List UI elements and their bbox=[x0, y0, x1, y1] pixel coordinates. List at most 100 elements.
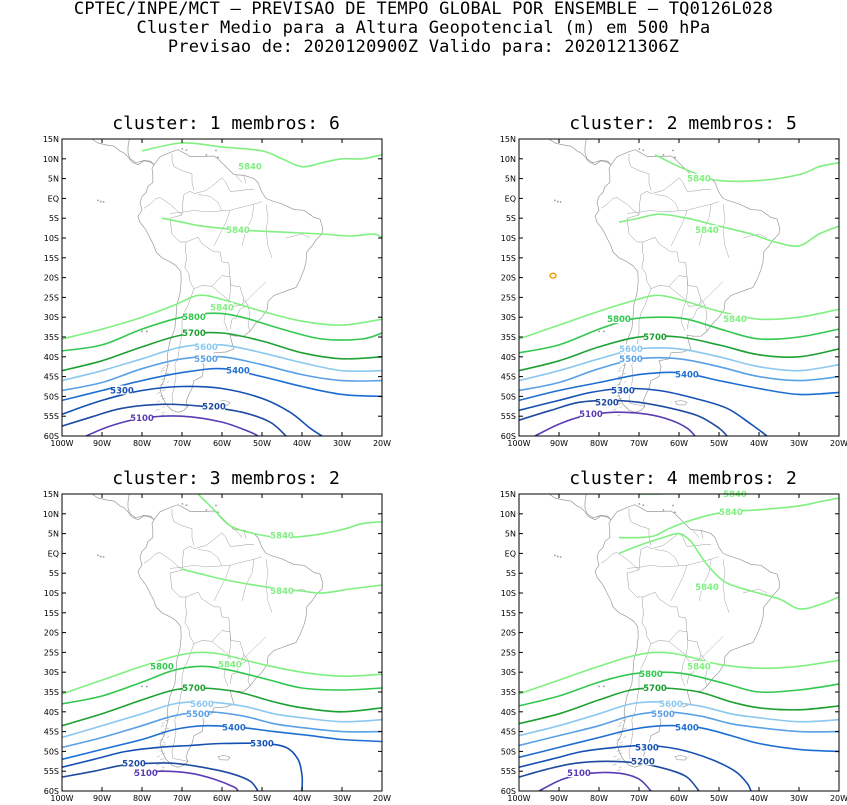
island bbox=[99, 555, 102, 558]
lat-tick-label: 40S bbox=[44, 708, 59, 717]
country-border bbox=[184, 241, 231, 290]
lat-tick-label: 55S bbox=[44, 767, 59, 776]
country-border bbox=[235, 530, 243, 538]
river bbox=[654, 194, 680, 212]
country-border bbox=[169, 177, 223, 219]
contour-label-gap bbox=[612, 385, 634, 395]
country-border bbox=[171, 643, 195, 762]
contour-label-gap bbox=[644, 683, 666, 693]
lon-tick-label: 90W bbox=[550, 794, 568, 803]
country-border bbox=[247, 660, 251, 687]
country-border bbox=[600, 197, 618, 209]
lat-tick-label: 25S bbox=[44, 648, 59, 657]
river bbox=[680, 277, 689, 332]
contour-5300 bbox=[62, 385, 323, 436]
map-geography bbox=[91, 494, 324, 772]
lat-tick-label: 50S bbox=[44, 392, 59, 401]
island bbox=[559, 556, 562, 558]
contour-label-gap bbox=[135, 768, 157, 778]
lat-tick-label: 5N bbox=[505, 530, 516, 539]
lat-tick-label: 10N bbox=[500, 510, 516, 519]
south-america-coastline bbox=[137, 149, 324, 413]
contour-label-gap bbox=[688, 661, 710, 671]
contour-label-gap bbox=[724, 314, 746, 324]
contour-labels: 5840584058405800570056005500540053005200… bbox=[579, 173, 747, 420]
contour-label-5200: 5200 bbox=[202, 402, 226, 412]
contour-5800 bbox=[519, 671, 839, 707]
contour-label-gap bbox=[688, 173, 710, 183]
island bbox=[215, 504, 217, 507]
falklands-coastline bbox=[217, 755, 231, 761]
contour-label-5700: 5700 bbox=[643, 333, 667, 343]
island bbox=[662, 508, 665, 511]
contour-label-5100: 5100 bbox=[579, 410, 603, 420]
contour-label-gap bbox=[195, 353, 217, 363]
river bbox=[241, 204, 255, 246]
lat-tick-label: 30S bbox=[44, 668, 59, 677]
country-border bbox=[143, 552, 161, 564]
contour-label-5500: 5500 bbox=[619, 355, 643, 365]
country-border bbox=[626, 218, 688, 277]
lon-tick-label: 50W bbox=[710, 439, 728, 448]
contour-label-gap bbox=[123, 758, 145, 768]
lat-tick-label: 55S bbox=[44, 412, 59, 421]
contour-5700 bbox=[519, 335, 839, 372]
lat-tick-label: 40S bbox=[501, 353, 516, 362]
contour-label-5840: 5840 bbox=[723, 490, 747, 500]
contour-label-gap bbox=[660, 698, 682, 708]
contour-5200 bbox=[519, 399, 728, 436]
river bbox=[626, 556, 720, 569]
country-border bbox=[169, 532, 223, 574]
contour-labels: 5840584058405800570056005500540053005200… bbox=[110, 161, 262, 424]
contour-label-5800: 5800 bbox=[182, 313, 206, 323]
lon-tick-label: 70W bbox=[630, 794, 648, 803]
contour-label-5840: 5840 bbox=[695, 226, 719, 236]
contour-label-gap bbox=[111, 385, 133, 395]
lat-tick-label: 45S bbox=[44, 373, 59, 382]
contour-label-5100: 5100 bbox=[567, 769, 591, 779]
island bbox=[97, 554, 99, 557]
lon-tick-label: 90W bbox=[550, 439, 568, 448]
river bbox=[722, 204, 730, 258]
country-border bbox=[668, 631, 702, 662]
contour-label-5840: 5840 bbox=[723, 315, 747, 325]
lat-tick-label: EQ bbox=[505, 194, 516, 203]
contour-label-5840: 5840 bbox=[226, 226, 250, 236]
lat-tick-label: 5S bbox=[506, 214, 516, 223]
axes: 15N 10N 5N EQ 5S 10S 15S 20S 25S 30S 35S 40S 45S 50S 5… bbox=[500, 135, 847, 448]
contour-5100 bbox=[133, 770, 239, 791]
contour-5840 bbox=[62, 651, 382, 695]
contour-label-5840: 5840 bbox=[719, 508, 743, 518]
country-border bbox=[247, 305, 251, 332]
contour-label-5200: 5200 bbox=[595, 398, 619, 408]
lat-tick-label: 20S bbox=[501, 274, 516, 283]
island bbox=[642, 149, 645, 151]
lon-tick-label: 40W bbox=[750, 794, 768, 803]
contour-5100 bbox=[534, 411, 696, 436]
chile-fjords bbox=[155, 364, 170, 417]
contour-label-gap bbox=[251, 738, 273, 748]
lon-tick-label: 100W bbox=[50, 439, 73, 448]
island bbox=[102, 556, 105, 558]
contour-label-5400: 5400 bbox=[675, 724, 699, 734]
contour-label-gap bbox=[608, 314, 630, 324]
header-line-1: CPTEC/INPE/MCT – PREVISAO DE TEMPO GLOBA… bbox=[73, 0, 774, 19]
closed-contour-marker bbox=[549, 272, 557, 279]
country-border bbox=[641, 241, 688, 290]
contour-5840 bbox=[618, 497, 839, 539]
island bbox=[602, 685, 605, 688]
contour-5800 bbox=[519, 316, 839, 354]
country-border bbox=[668, 276, 702, 307]
river bbox=[197, 194, 223, 212]
lon-tick-label: 80W bbox=[133, 439, 151, 448]
island bbox=[559, 201, 562, 203]
island bbox=[674, 511, 676, 514]
country-border bbox=[229, 654, 249, 685]
axes: 15N 10N 5N EQ 5S 10S 15S 20S 25S 30S 35S 40S 45S 50S 5… bbox=[500, 490, 847, 803]
contour-label-gap bbox=[596, 397, 618, 407]
river bbox=[698, 281, 724, 306]
contour-label-5700: 5700 bbox=[182, 684, 206, 694]
country-border bbox=[211, 276, 245, 307]
country-border bbox=[600, 552, 618, 564]
river bbox=[197, 549, 223, 567]
